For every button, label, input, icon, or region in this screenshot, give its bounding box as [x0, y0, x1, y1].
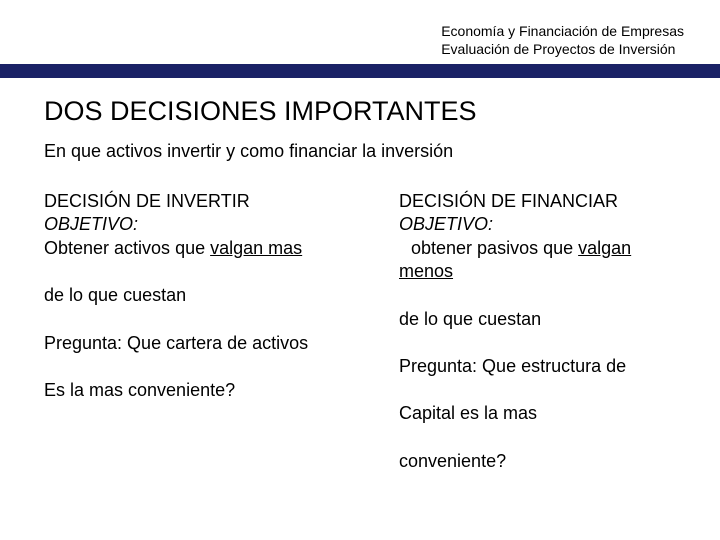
- left-row-2: de lo que cuestan: [44, 284, 389, 307]
- header-line-2: Evaluación de Proyectos de Inversión: [441, 40, 684, 58]
- left-objective-label: OBJETIVO:: [44, 213, 389, 236]
- column-right: DECISIÓN DE FINANCIAR OBJETIVO: obtener …: [399, 190, 684, 497]
- left-row-3: Pregunta: Que cartera de activos: [44, 332, 389, 355]
- left-row-4: Es la mas conveniente?: [44, 379, 389, 402]
- right-objective-label: OBJETIVO:: [399, 213, 684, 236]
- slide-title: DOS DECISIONES IMPORTANTES: [44, 96, 684, 127]
- slide-content: DOS DECISIONES IMPORTANTES En que activo…: [44, 96, 684, 497]
- left-objective-prefix: Obtener activos que: [44, 238, 210, 258]
- right-objective-text: obtener pasivos que valgan menos: [399, 237, 684, 284]
- right-row-4: Capital es la mas: [399, 402, 684, 425]
- columns: DECISIÓN DE INVERTIR OBJETIVO: Obtener a…: [44, 190, 684, 497]
- header-line-1: Economía y Financiación de Empresas: [441, 22, 684, 40]
- slide-header: Economía y Financiación de Empresas Eval…: [441, 22, 684, 58]
- left-objective-underlined: valgan mas: [210, 238, 302, 258]
- right-row-5: conveniente?: [399, 450, 684, 473]
- column-left: DECISIÓN DE INVERTIR OBJETIVO: Obtener a…: [44, 190, 399, 497]
- right-objective-prefix: obtener pasivos que: [399, 238, 578, 258]
- right-row-2: de lo que cuestan: [399, 308, 684, 331]
- slide: Economía y Financiación de Empresas Eval…: [0, 0, 720, 540]
- slide-intro: En que activos invertir y como financiar…: [44, 141, 684, 162]
- right-heading: DECISIÓN DE FINANCIAR: [399, 190, 684, 213]
- left-objective-text: Obtener activos que valgan mas: [44, 237, 389, 260]
- right-row-3: Pregunta: Que estructura de: [399, 355, 684, 378]
- right-block-1: DECISIÓN DE FINANCIAR OBJETIVO: obtener …: [399, 190, 684, 284]
- left-block-1: DECISIÓN DE INVERTIR OBJETIVO: Obtener a…: [44, 190, 389, 260]
- left-heading: DECISIÓN DE INVERTIR: [44, 190, 389, 213]
- accent-bar: [0, 64, 720, 78]
